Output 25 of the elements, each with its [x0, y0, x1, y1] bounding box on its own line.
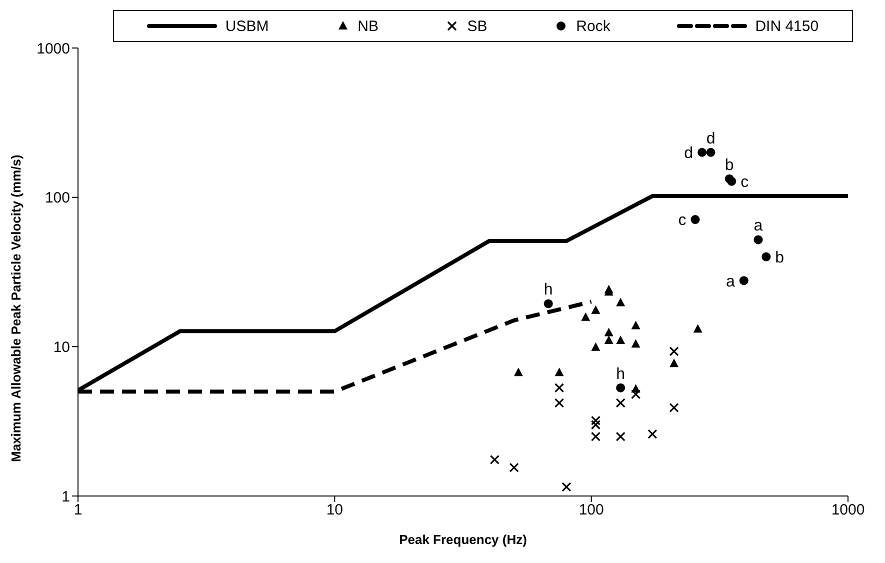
x-tick-label: 1 — [74, 502, 82, 519]
y-tick-label: 10 — [53, 338, 70, 356]
x-tick-label: 10 — [326, 502, 344, 519]
annotation: h — [616, 366, 626, 383]
y-axis-title: Maximum Allowable Peak Particle Velocity (mm/s) — [8, 154, 24, 462]
legend-label: USBM — [225, 18, 269, 34]
x-tick-label: 100 — [578, 502, 604, 519]
annotation: b — [775, 249, 784, 266]
annotation: c — [678, 212, 686, 230]
x-tick-label: 1000 — [831, 502, 865, 519]
x-axis-title: Peak Frequency (Hz) — [399, 532, 527, 547]
y-tick-label: 100 — [44, 190, 70, 207]
annotation: b — [724, 156, 734, 174]
legend-label: SB — [467, 18, 488, 34]
annotation: c — [740, 174, 749, 192]
annotation: a — [726, 273, 735, 290]
legend-label: NB — [358, 18, 378, 34]
legend-label: DIN 4150 — [755, 18, 819, 34]
legend-label: Rock — [576, 18, 610, 34]
y-tick-label: 1000 — [36, 40, 70, 58]
annotation: d — [706, 130, 716, 148]
annotation: a — [754, 218, 763, 235]
y-tick-label: 1 — [62, 488, 70, 506]
annotation: h — [544, 282, 553, 299]
annotation: d — [684, 145, 694, 162]
